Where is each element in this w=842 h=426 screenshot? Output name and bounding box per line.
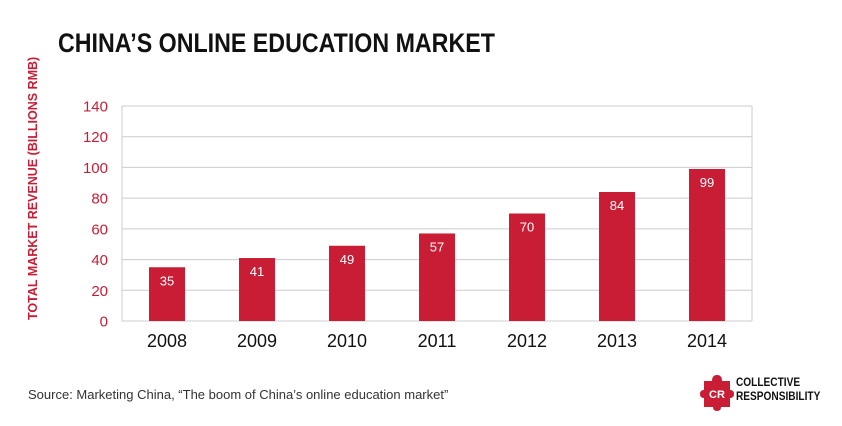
- data-label: 49: [340, 252, 354, 267]
- data-label: 57: [430, 239, 444, 254]
- x-tick-label: 2008: [147, 331, 187, 351]
- y-tick-label: 80: [91, 191, 108, 208]
- data-label: 35: [160, 273, 174, 288]
- x-tick-label: 2012: [507, 331, 547, 351]
- x-tick-labels: 2008 2009 2010 2011 2012 2013 2014: [147, 331, 727, 351]
- data-label: 41: [250, 264, 264, 279]
- bar-2013: [599, 192, 635, 321]
- x-tick-label: 2009: [237, 331, 277, 351]
- y-tick-label: 140: [83, 99, 108, 116]
- y-tick-label: 120: [83, 129, 108, 146]
- x-tick-label: 2014: [687, 331, 727, 351]
- source-note: Source: Marketing China, “The boom of Ch…: [28, 387, 449, 402]
- y-tick-label: 40: [91, 252, 108, 269]
- brand-line-1: COLLECTIVE: [736, 377, 801, 389]
- bar-2011: [419, 233, 455, 321]
- bar-2008: [149, 267, 185, 321]
- x-tick-label: 2011: [418, 331, 457, 351]
- bar-2010: [329, 245, 365, 321]
- bar-2009: [239, 258, 275, 321]
- bar-2014: [689, 168, 725, 321]
- chart-title: CHINA’S ONLINE EDUCATION MARKET: [58, 28, 495, 58]
- bar-2012: [509, 213, 545, 321]
- bars: 35 41 49 57 70 84 99: [149, 168, 725, 321]
- y-tick-labels: 0 20 40 60 80 100 120 140: [83, 99, 108, 331]
- y-tick-label: 0: [100, 314, 108, 331]
- y-tick-label: 100: [83, 160, 108, 177]
- data-label: 99: [700, 175, 714, 190]
- brand-line-2: RESPONSIBILITY: [736, 391, 821, 403]
- data-label: 70: [520, 220, 534, 235]
- puzzle-logo-icon: CR: [700, 375, 734, 411]
- y-tick-label: 60: [91, 221, 108, 238]
- x-tick-label: 2010: [327, 331, 367, 351]
- y-tick-label: 20: [91, 283, 108, 300]
- data-label: 84: [610, 198, 624, 213]
- svg-text:CR: CR: [709, 389, 725, 401]
- x-tick-label: 2013: [597, 331, 637, 351]
- brand-name: COLLECTIVE RESPONSIBILITY: [736, 376, 820, 404]
